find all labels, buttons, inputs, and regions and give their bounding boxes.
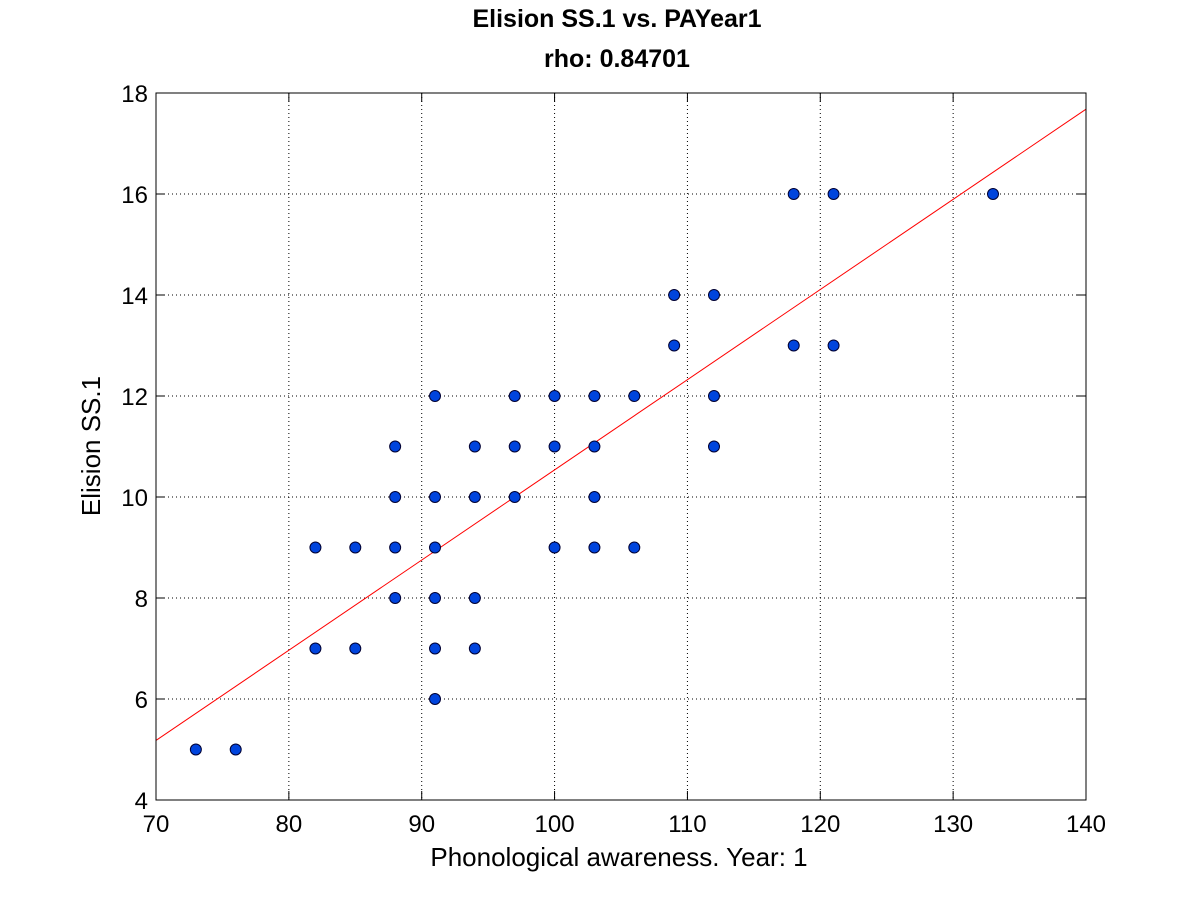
data-point [628, 541, 641, 554]
data-points [189, 188, 999, 756]
data-point [787, 188, 800, 200]
data-point [668, 339, 681, 352]
y-tick-label: 4 [135, 788, 148, 815]
data-point [189, 743, 202, 756]
y-tick-label: 14 [121, 283, 148, 310]
data-point [429, 390, 441, 402]
data-point [468, 440, 481, 453]
data-point [389, 541, 402, 554]
data-point [429, 541, 441, 554]
chart-title: Elision SS.1 vs. PAYear1 [472, 5, 761, 33]
chart-subtitle: rho: 0.84701 [544, 45, 690, 73]
data-point [628, 390, 641, 402]
grid-lines [156, 93, 1086, 800]
x-tick-label: 100 [535, 811, 575, 838]
data-point [548, 541, 561, 554]
x-tick-label: 110 [668, 811, 706, 838]
y-tick-label: 16 [121, 182, 148, 209]
data-point [389, 491, 402, 503]
data-point [309, 642, 322, 655]
data-point [588, 440, 601, 453]
data-point [708, 440, 720, 453]
data-point [429, 491, 441, 503]
x-tick-label: 90 [408, 811, 435, 838]
data-point [468, 642, 481, 655]
x-tick-label: 130 [933, 811, 973, 838]
plot-area-frame [155, 92, 1087, 801]
y-tick-label: 10 [121, 485, 148, 512]
data-point [229, 743, 242, 756]
data-point [827, 188, 840, 200]
x-axis-label: Phonological awareness. Year: 1 [430, 842, 807, 872]
y-axis-label: Elision SS.1 [76, 376, 106, 516]
fit-line-layer [155, 108, 1087, 741]
x-axis-ticks: 70 80 90 100 110 120 130 140 [143, 93, 1106, 838]
x-tick-label: 70 [143, 811, 170, 838]
x-tick-label: 120 [800, 811, 840, 838]
data-point [429, 693, 441, 705]
data-point [349, 642, 362, 655]
data-point [349, 541, 362, 554]
data-point [468, 491, 481, 503]
y-axis-ticks: 4 6 8 10 12 14 16 18 [121, 81, 1086, 815]
data-point [508, 440, 521, 453]
data-point [708, 390, 720, 402]
data-point [588, 491, 601, 503]
data-point [787, 339, 800, 352]
y-tick-label: 12 [121, 384, 148, 411]
regression-line [155, 108, 1087, 741]
data-point [827, 339, 840, 352]
y-tick-label: 8 [135, 586, 148, 613]
y-tick-label: 6 [135, 687, 148, 714]
data-point [708, 289, 720, 301]
data-point [468, 592, 481, 604]
data-point [588, 541, 601, 554]
data-point [548, 440, 561, 453]
data-point [548, 390, 561, 402]
data-point [987, 188, 999, 200]
x-tick-label: 140 [1066, 811, 1106, 838]
data-point [429, 592, 441, 604]
data-point [508, 491, 521, 503]
x-tick-label: 80 [276, 811, 303, 838]
data-point [309, 541, 322, 554]
y-tick-label: 18 [121, 81, 148, 108]
data-point [508, 390, 521, 402]
data-point [389, 592, 402, 604]
data-point [588, 390, 601, 402]
data-point [389, 440, 402, 453]
data-point [429, 642, 441, 655]
data-point [668, 289, 681, 301]
